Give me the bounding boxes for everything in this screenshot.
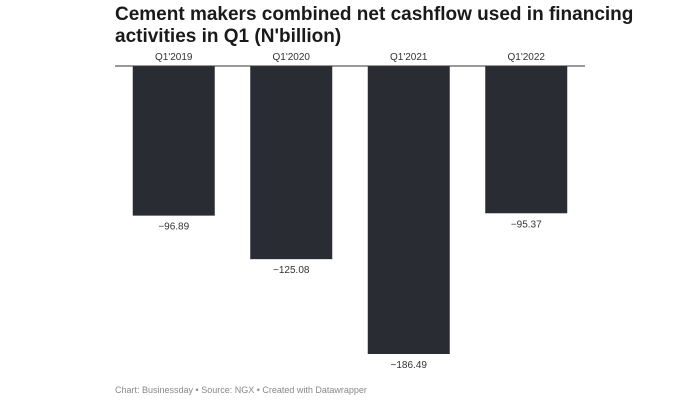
value-label-3: −95.37 bbox=[511, 219, 542, 230]
bar-1 bbox=[250, 66, 333, 260]
labels-group: Q1'2019 −96.89 Q1'2020 −125.08 Q1'2021 −186.4… bbox=[155, 52, 545, 371]
category-label-0: Q1'2019 bbox=[155, 52, 193, 63]
bar-3 bbox=[485, 66, 568, 214]
value-label-2: −186.49 bbox=[391, 360, 428, 371]
bars-group bbox=[132, 66, 568, 354]
category-label-3: Q1'2022 bbox=[508, 52, 546, 63]
chart-title: Cement makers combined net cashflow used… bbox=[115, 4, 634, 47]
chart-footer-credit: Chart: Businessday • Source: NGX • Creat… bbox=[115, 385, 367, 395]
category-label-1: Q1'2020 bbox=[273, 52, 311, 63]
bar-2 bbox=[367, 66, 450, 354]
bar-0 bbox=[132, 66, 215, 216]
category-label-2: Q1'2021 bbox=[390, 52, 428, 63]
value-label-0: −96.89 bbox=[158, 222, 189, 233]
value-label-1: −125.08 bbox=[273, 265, 310, 276]
